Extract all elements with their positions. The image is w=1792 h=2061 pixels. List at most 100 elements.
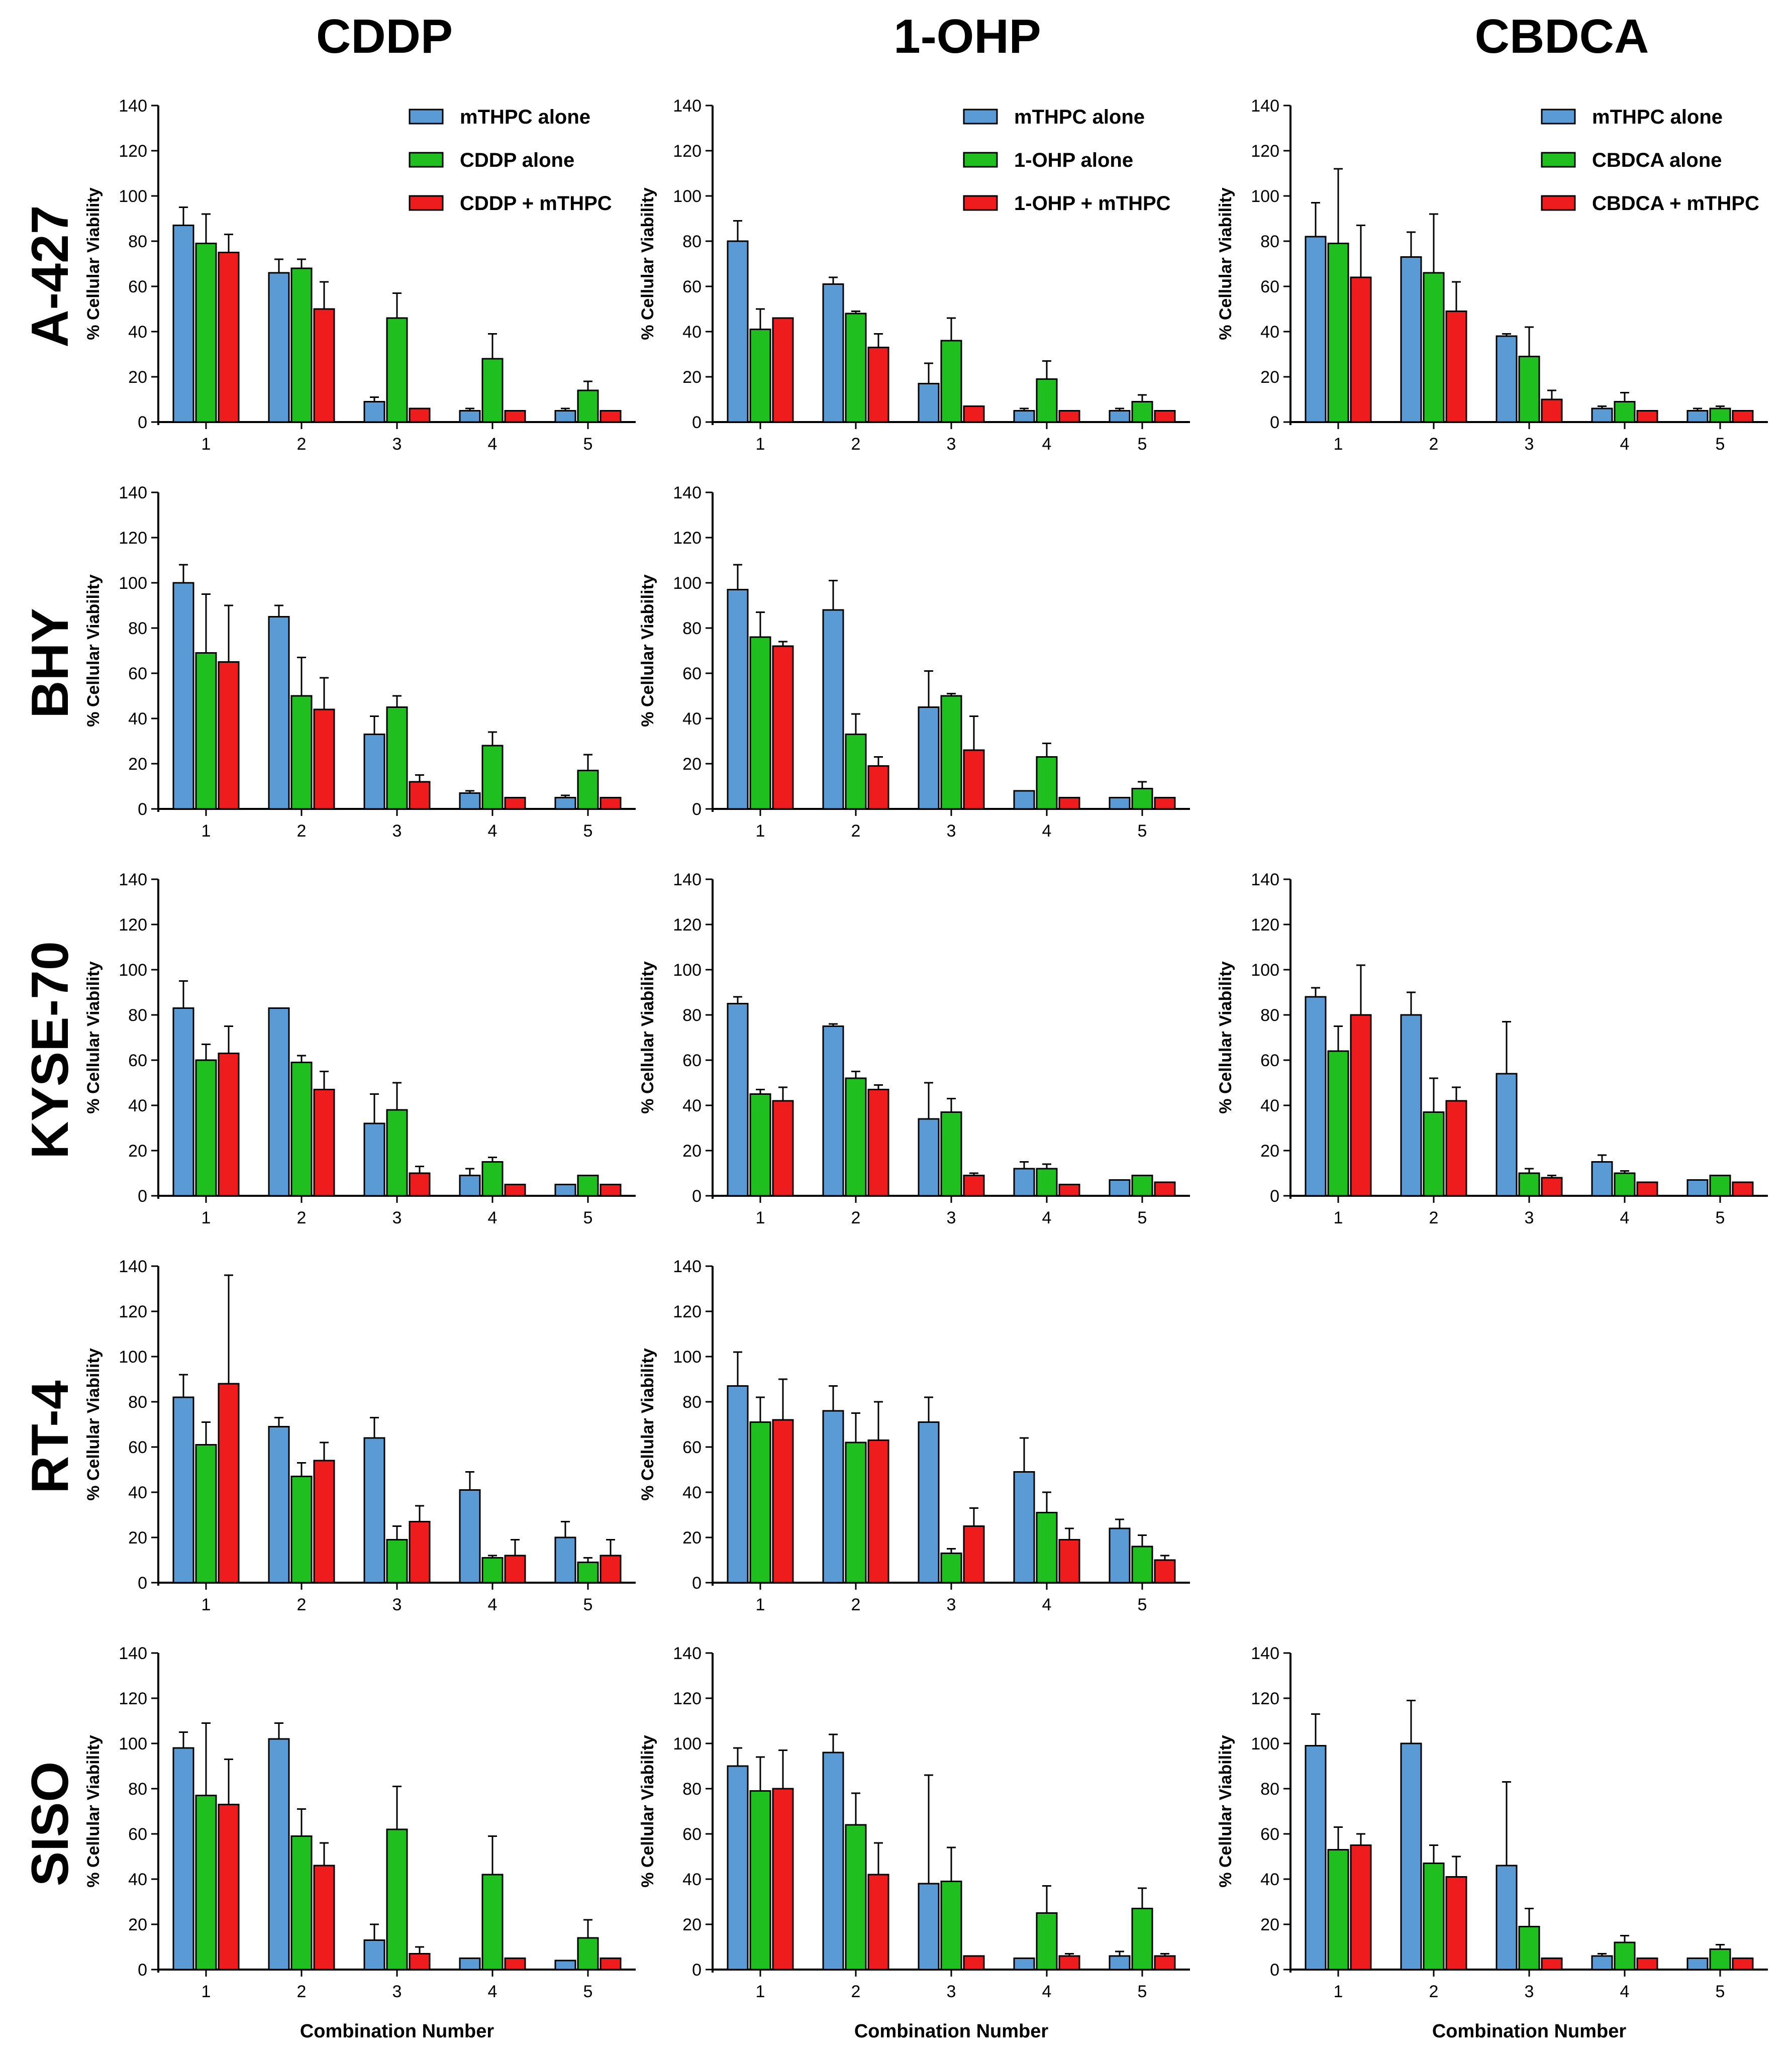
- x-tick-label: 1: [756, 1982, 765, 2001]
- x-tick-label: 3: [392, 1982, 402, 2001]
- bar-cbdca-alone-3: [1518, 356, 1540, 423]
- x-tick-label: 2: [851, 435, 861, 454]
- bar-1-ohp-alone-4: [1036, 1512, 1058, 1584]
- bar-mthpc-alone-3: [918, 383, 940, 423]
- x-tick-label: 4: [1620, 1982, 1630, 2001]
- legend-label: 1-OHP alone: [1014, 149, 1133, 171]
- bar-mthpc-alone-4: [1591, 407, 1613, 423]
- bar-cddp-alone-1: [195, 1059, 217, 1197]
- x-tick-label: 4: [1042, 1595, 1052, 1614]
- bar-cddp-mthpc-4: [504, 1184, 526, 1197]
- y-tick-label: 80: [682, 619, 702, 638]
- y-tick-label: 100: [119, 961, 147, 980]
- x-tick-label: 1: [202, 435, 211, 454]
- x-tick-label: 1: [202, 1982, 211, 2001]
- x-axis-label: Combination Number: [300, 2021, 494, 2042]
- x-tick-label: 2: [851, 1982, 861, 2001]
- bar-mthpc-alone-2: [822, 1751, 844, 1971]
- bar-1-ohp-mthpc-1: [772, 317, 794, 423]
- y-tick-label: 40: [682, 323, 702, 342]
- x-tick-label: 1: [756, 1595, 765, 1614]
- y-tick-label: 140: [673, 96, 702, 116]
- y-tick-label: 40: [682, 1483, 702, 1502]
- x-tick-label: 2: [297, 435, 307, 454]
- x-tick-label: 5: [1138, 435, 1147, 454]
- y-tick-label: 140: [119, 96, 147, 116]
- y-tick-label: 60: [128, 1825, 147, 1844]
- bar-1-ohp-alone-1: [749, 329, 771, 423]
- bar-1-ohp-mthpc-4: [1058, 1539, 1080, 1584]
- panel-siso-1-ohp: 0 20 40 60 80 100 120 140 % Cellular Viability 1 2…: [638, 1644, 1190, 2042]
- y-tick-label: 120: [673, 1689, 702, 1708]
- x-tick-label: 3: [1525, 1982, 1534, 2001]
- bar-cbdca-mthpc-2: [1445, 1876, 1467, 1971]
- bar-mthpc-alone-1: [1305, 1745, 1327, 1971]
- bar-mthpc-alone-3: [363, 1437, 385, 1584]
- y-tick-label: 100: [119, 574, 147, 593]
- row-label-a427: A-427: [21, 205, 79, 347]
- bar-mthpc-alone-5: [554, 797, 576, 810]
- bar-cbdca-mthpc-3: [1541, 1177, 1563, 1197]
- bar-1-ohp-mthpc-1: [772, 1419, 794, 1584]
- bar-mthpc-alone-2: [822, 283, 844, 423]
- bar-mthpc-alone-4: [1591, 1161, 1613, 1197]
- bar-cbdca-mthpc-4: [1636, 1957, 1658, 1971]
- y-tick-label: 60: [128, 1051, 147, 1070]
- bar-cddp-mthpc-5: [600, 1184, 622, 1197]
- y-tick-label: 140: [119, 483, 147, 502]
- y-tick-label: 0: [1270, 1961, 1279, 1980]
- y-tick-label: 120: [119, 1689, 147, 1708]
- y-tick-label: 80: [682, 1006, 702, 1025]
- bar-cbdca-mthpc-5: [1732, 1181, 1754, 1197]
- y-tick-label: 60: [682, 1438, 702, 1457]
- bar-cbdca-mthpc-3: [1541, 1957, 1563, 1971]
- bar-1-ohp-mthpc-1: [772, 1100, 794, 1197]
- bar-mthpc-alone-2: [268, 1426, 290, 1584]
- bar-mthpc-alone-5: [1109, 797, 1131, 810]
- x-tick-label: 2: [851, 1595, 861, 1614]
- bar-mthpc-alone-4: [459, 410, 481, 423]
- x-tick-label: 4: [1620, 1208, 1630, 1227]
- bar-mthpc-alone-1: [727, 589, 749, 810]
- bar-1-ohp-alone-3: [940, 1111, 962, 1197]
- bar-1-ohp-alone-3: [940, 1881, 962, 1971]
- bar-mthpc-alone-4: [1013, 1471, 1035, 1584]
- column-title-1ohp: 1-OHP: [893, 10, 1041, 63]
- bar-1-ohp-mthpc-2: [867, 765, 889, 810]
- x-tick-label: 5: [583, 1982, 593, 2001]
- bar-1-ohp-alone-2: [845, 1077, 867, 1197]
- bar-1-ohp-mthpc-5: [1154, 1559, 1176, 1584]
- x-tick-label: 3: [947, 435, 956, 454]
- bar-cddp-alone-2: [290, 1835, 313, 1971]
- y-tick-label: 20: [682, 755, 702, 774]
- x-tick-label: 3: [1525, 435, 1534, 454]
- y-tick-label: 0: [138, 413, 147, 432]
- bar-cddp-mthpc-1: [218, 661, 240, 810]
- bar-cddp-mthpc-2: [313, 1089, 335, 1197]
- y-tick-label: 80: [682, 1780, 702, 1799]
- column-titles: CDDP 1-OHP CBDCA: [316, 10, 1649, 63]
- bar-1-ohp-alone-4: [1036, 1168, 1058, 1197]
- y-tick-label: 20: [128, 1915, 147, 1934]
- y-tick-label: 20: [682, 1915, 702, 1934]
- bar-cddp-mthpc-4: [504, 1555, 526, 1584]
- y-tick-label: 120: [1251, 915, 1279, 935]
- bar-cddp-alone-5: [577, 770, 599, 810]
- bar-cddp-mthpc-3: [409, 1172, 431, 1197]
- bar-cddp-mthpc-1: [218, 252, 240, 423]
- y-tick-label: 140: [1251, 870, 1279, 889]
- bar-mthpc-alone-1: [1305, 996, 1327, 1197]
- y-axis-label: % Cellular Viability: [638, 961, 657, 1114]
- bar-1-ohp-mthpc-2: [867, 1089, 889, 1197]
- bar-1-ohp-mthpc-3: [963, 749, 985, 810]
- x-tick-label: 2: [297, 1982, 307, 2001]
- bar-cddp-mthpc-5: [600, 410, 622, 423]
- bar-mthpc-alone-1: [727, 1003, 749, 1197]
- bar-1-ohp-alone-2: [845, 1824, 867, 1971]
- y-tick-label: 100: [1251, 187, 1279, 206]
- x-tick-label: 3: [947, 821, 956, 841]
- y-tick-label: 0: [692, 800, 702, 819]
- y-tick-label: 40: [128, 323, 147, 342]
- x-tick-label: 5: [583, 1595, 593, 1614]
- bar-mthpc-alone-1: [172, 1396, 194, 1584]
